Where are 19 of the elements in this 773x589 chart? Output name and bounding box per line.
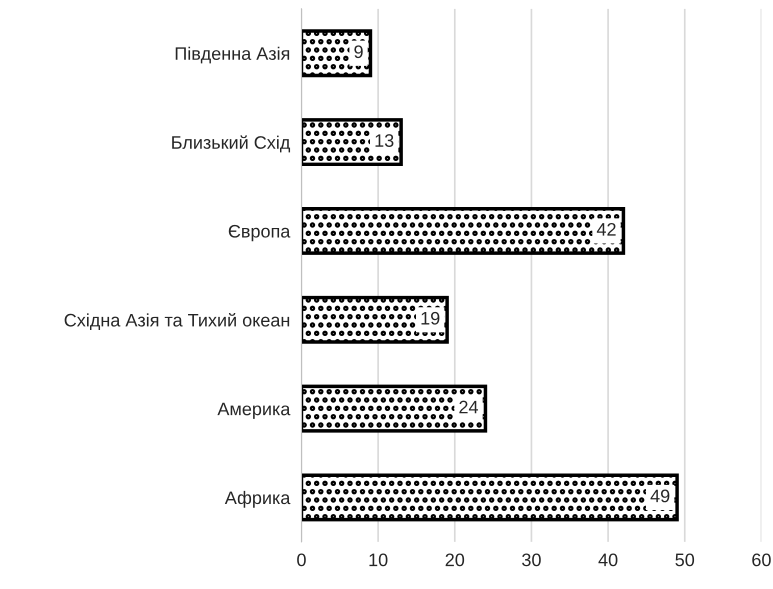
x-tick-label: 30 xyxy=(522,553,541,566)
data-label: 13 xyxy=(376,134,394,147)
x-tick-label: 0 xyxy=(297,553,306,566)
y-tick-label: Близький Схід xyxy=(172,135,290,152)
x-tick-label: 60 xyxy=(752,553,771,566)
data-label: 24 xyxy=(459,400,478,414)
x-tick-label: 40 xyxy=(598,553,618,566)
data-label: 42 xyxy=(596,223,616,236)
x-tick-label: 50 xyxy=(675,553,694,566)
y-tick-label: Африка xyxy=(224,490,290,508)
data-label: 19 xyxy=(422,312,440,325)
data-label: 9 xyxy=(354,45,363,58)
x-tick-label: 20 xyxy=(446,553,464,566)
data-label: 49 xyxy=(650,490,670,502)
y-tick-label: Південна Азія xyxy=(176,46,290,64)
y-tick-label: Америка xyxy=(217,402,290,419)
x-tick-label: 10 xyxy=(369,553,388,566)
y-tick-label: Східна Азія та Тихий океан xyxy=(64,313,290,330)
y-tick-label: Європа xyxy=(228,224,290,242)
